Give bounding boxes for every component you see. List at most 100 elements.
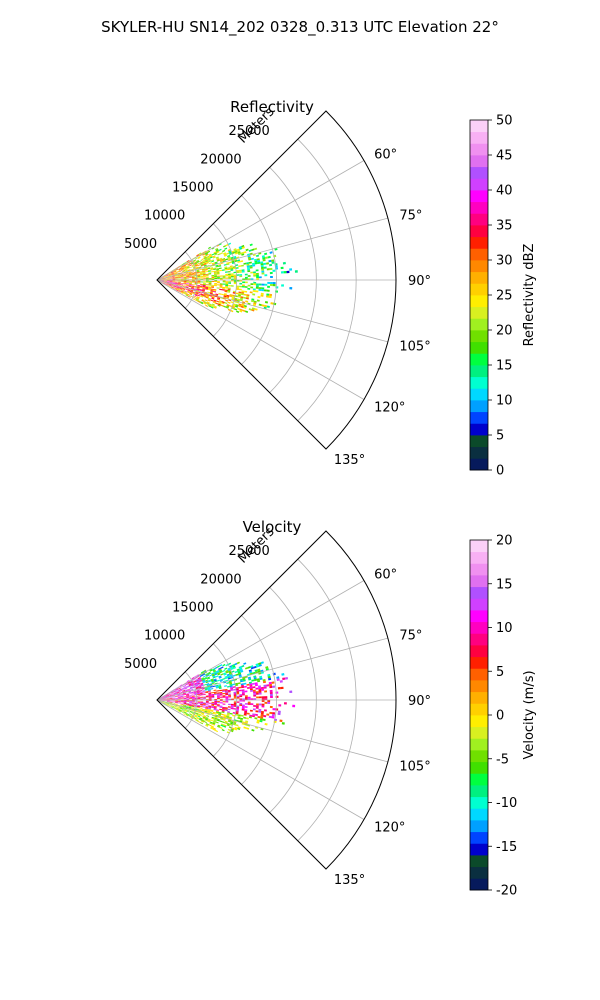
reflectivity-echo-gate [185,286,189,288]
velocity-echo-gate [183,705,186,707]
velocity-echo-gate [216,705,220,707]
reflectivity-echo-gate [196,288,200,290]
reflectivity-echo-gate [289,286,293,290]
velocity-colorbar-bin [470,656,488,669]
velocity-echo-gate [180,704,184,706]
velocity-echo-gate [185,683,189,686]
reflectivity-echo-gate [174,286,177,288]
velocity-echo-gate [172,697,176,699]
reflectivity-echo-gate [197,281,201,283]
velocity-echo-gate [203,696,206,698]
reflectivity-echo-gate [200,274,203,276]
velocity-echo-gate [208,694,212,696]
velocity-echo-gate [196,707,200,709]
reflectivity-echo-gate [176,288,179,291]
velocity-echo-gate [169,701,173,702]
reflectivity-echo-gate [194,257,198,260]
velocity-echo-gate [235,709,239,712]
velocity-echo-gate [176,706,180,709]
reflectivity-echo-gate [231,260,235,263]
velocity-echo-gate [202,673,206,676]
reflectivity-echo-gate [215,265,219,268]
velocity-echo-gate [204,677,208,680]
reflectivity-echo-gate [196,296,200,299]
velocity-echo-gate [255,705,259,708]
velocity-echo-gate [254,713,258,716]
reflectivity-echo-gate [183,292,187,295]
velocity-echo-gate [188,691,192,693]
reflectivity-echo-gate [191,281,195,283]
reflectivity-echo-gate [166,277,170,279]
reflectivity-echo-gate [173,270,176,272]
velocity-echo-gate [207,710,211,713]
reflectivity-echo-gate [192,278,195,279]
reflectivity-echo-gate [203,256,207,259]
velocity-echo-gate [174,693,178,695]
velocity-echo-gate [178,710,181,713]
reflectivity-echo-gate [217,277,220,279]
velocity-echo-gate [211,725,215,728]
velocity-echo-gate [217,725,221,728]
reflectivity-echo-gate [200,262,204,265]
velocity-echo-gate [177,702,181,704]
velocity-echo-gate [212,721,216,724]
reflectivity-echo-gate [228,250,232,253]
reflectivity-echo-gate [251,308,255,312]
velocity-echo-gate [269,705,273,709]
reflectivity-echo-gate [203,278,206,280]
reflectivity-echo-gate [163,275,167,277]
velocity-echo-gate [222,718,226,721]
reflectivity-colorbar-bin [470,365,488,378]
reflectivity-echo-gate [213,271,217,274]
velocity-echo-gate [240,680,244,683]
reflectivity-azimuth-spoke [156,279,365,400]
velocity-echo-gate [183,702,187,704]
reflectivity-echo-gate [240,264,244,267]
velocity-echo-gate [199,709,203,711]
velocity-echo-gate [217,701,220,703]
velocity-echo-gate [258,708,262,711]
velocity-echo-gate [229,666,233,669]
reflectivity-echo-gate [173,286,177,288]
reflectivity-echo-gate [189,282,192,284]
reflectivity-echo-gate [163,275,167,278]
velocity-echo-gate [216,709,220,711]
reflectivity-echo-gate [182,264,186,267]
reflectivity-echo-gate [174,285,178,287]
reflectivity-echo-gate [243,296,247,299]
velocity-echo-gate [222,677,226,680]
velocity-echo-gate [234,670,238,674]
velocity-echo-gate [200,694,203,696]
velocity-echo-gate [195,685,199,687]
velocity-echo-gate [215,685,219,688]
reflectivity-echo-gate [173,270,176,272]
reflectivity-echo-gate [230,301,234,304]
reflectivity-echo-gate [161,277,164,279]
reflectivity-echo-gate [177,274,181,276]
velocity-echo-gate [211,704,215,706]
velocity-echo-gate [205,708,208,710]
reflectivity-echo-gate [256,278,259,280]
velocity-polar-grid [156,530,397,870]
velocity-echo-gate [237,714,241,717]
velocity-echo-gate [247,703,251,705]
velocity-echo-gate [195,711,199,713]
reflectivity-echo-gate [202,268,205,271]
velocity-echo-gate [196,680,200,683]
reflectivity-echo-gate [203,301,207,304]
reflectivity-echo-gate [201,258,205,261]
reflectivity-echo-gate [261,304,265,307]
reflectivity-echo-gate [200,295,204,298]
velocity-echo-gate [187,682,191,685]
reflectivity-echo-gate [177,273,180,275]
reflectivity-echo-gate [186,280,190,282]
reflectivity-echo-gate [237,251,241,254]
velocity-echo-gate [216,719,220,722]
reflectivity-echo-gate [263,266,267,269]
velocity-echo-gate [197,702,201,704]
reflectivity-echo-gate [267,281,271,284]
velocity-echo-gate [185,706,189,708]
velocity-echo-gate [197,705,200,707]
velocity-echo-gate [166,703,169,705]
velocity-echo-gate [166,696,170,698]
